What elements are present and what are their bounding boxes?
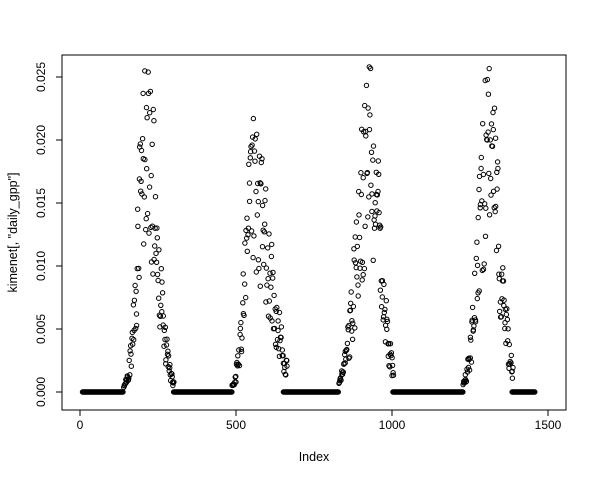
x-axis-label: Index — [299, 450, 330, 464]
plot-box — [61, 54, 567, 411]
x-tick-label: 1000 — [379, 418, 406, 432]
y-tick-label: 0.020 — [34, 125, 48, 155]
x-tick-label: 0 — [77, 418, 84, 432]
y-tick-label: 0.005 — [34, 314, 48, 344]
x-tick-label: 500 — [226, 418, 246, 432]
y-tick-label: 0.000 — [34, 377, 48, 407]
x-tick-label: 1500 — [535, 418, 562, 432]
y-tick-label: 0.010 — [34, 251, 48, 281]
y-tick-label: 0.015 — [34, 188, 48, 218]
y-axis-label: kimenet[, "daily_gpp"] — [6, 172, 20, 292]
data-points — [79, 64, 538, 395]
y-tick-label: 0.025 — [34, 62, 48, 92]
